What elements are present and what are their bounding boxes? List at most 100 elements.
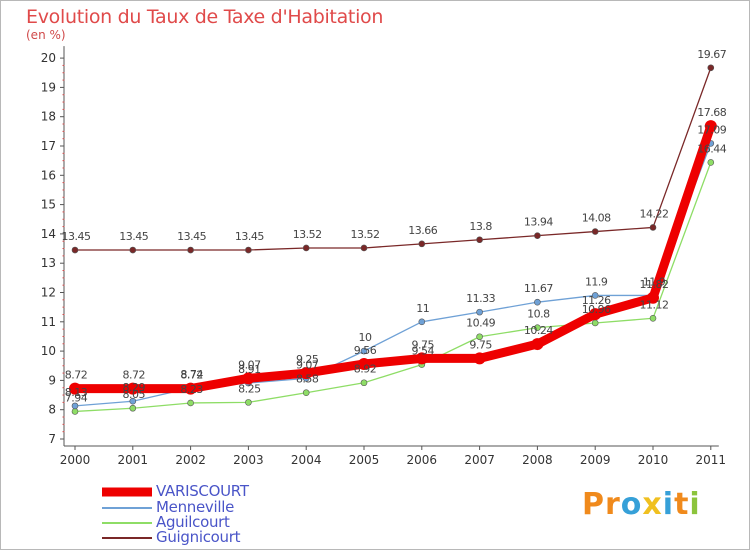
- data-point-aguilcourt: [302, 389, 310, 397]
- data-point-menneville: [591, 292, 599, 299]
- legend-label-variscourt: VARISCOURT: [156, 482, 249, 500]
- y-tick-label: 16: [41, 168, 56, 182]
- x-tick-label: 2011: [696, 453, 727, 467]
- data-label-aguilcourt: 11.12: [640, 298, 669, 311]
- data-label-aguilcourt: 9.54: [412, 345, 435, 358]
- x-tick-label: 2005: [349, 453, 380, 467]
- data-label-menneville: 11.9: [585, 275, 608, 288]
- data-label-variscourt: 11.82: [640, 278, 669, 291]
- data-point-aguilcourt: [360, 379, 368, 387]
- data-label-aguilcourt: 8.23: [180, 383, 203, 396]
- chart-unit: (en %): [26, 28, 66, 42]
- data-point-guignicourt: [591, 228, 599, 235]
- data-label-menneville: 8.74: [180, 368, 203, 381]
- data-point-guignicourt: [129, 246, 137, 254]
- data-label-variscourt: 17.68: [697, 106, 726, 119]
- data-point-variscourt: [242, 372, 255, 385]
- data-point-menneville: [476, 308, 483, 316]
- y-tick-label: 7: [48, 432, 56, 446]
- chart-title: Evolution du Taux de Taxe d'Habitation: [26, 6, 384, 28]
- y-tick-label: 13: [41, 256, 56, 270]
- data-label-menneville: 11: [416, 302, 429, 315]
- legend-label-guignicourt: Guignicourt: [156, 528, 241, 546]
- x-tick-label: 2000: [60, 453, 91, 467]
- y-tick-label: 19: [41, 80, 56, 94]
- x-tick-label: 2007: [464, 453, 495, 467]
- data-label-variscourt: 9.07: [238, 358, 261, 371]
- data-point-guignicourt: [245, 246, 252, 254]
- data-label-guignicourt: 13.8: [469, 220, 492, 233]
- data-point-aguilcourt: [534, 324, 541, 331]
- data-label-guignicourt: 13.66: [408, 224, 437, 237]
- data-point-guignicourt: [418, 240, 426, 248]
- x-tick-label: 2006: [407, 453, 438, 467]
- data-point-variscourt: [358, 357, 370, 370]
- data-label-guignicourt: 13.52: [293, 228, 322, 241]
- logo-letter: t: [674, 487, 690, 522]
- y-tick-label: 18: [41, 110, 56, 124]
- data-label-variscourt: 11.26: [582, 294, 611, 307]
- y-tick-label: 11: [41, 315, 56, 329]
- data-label-menneville: 8.29: [123, 381, 146, 394]
- data-label-guignicourt: 14.22: [640, 207, 669, 220]
- data-point-aguilcourt: [591, 319, 599, 327]
- data-label-guignicourt: 13.45: [119, 230, 148, 243]
- data-point-variscourt: [473, 352, 486, 365]
- data-point-guignicourt: [649, 224, 657, 231]
- x-tick-label: 2001: [118, 453, 149, 467]
- data-label-variscourt: 9.75: [412, 338, 435, 351]
- y-tick-label: 10: [41, 344, 56, 358]
- data-point-variscourt: [415, 352, 428, 365]
- x-tick-label: 2010: [638, 453, 669, 467]
- x-tick-label: 2003: [233, 453, 264, 467]
- legend-label-menneville: Menneville: [156, 498, 235, 516]
- data-label-variscourt: 9.75: [469, 338, 492, 351]
- data-label-menneville: 17.09: [697, 123, 726, 136]
- data-point-guignicourt: [360, 244, 368, 252]
- data-label-guignicourt: 13.94: [524, 216, 553, 229]
- data-point-menneville: [129, 397, 137, 405]
- data-label-aguilcourt: 10.8: [527, 308, 550, 321]
- data-point-aguilcourt: [129, 404, 137, 412]
- data-point-variscourt: [704, 120, 717, 133]
- series-line-menneville: [74, 142, 712, 407]
- y-tick-label: 8: [48, 403, 56, 417]
- data-point-aguilcourt: [707, 159, 715, 166]
- data-point-aguilcourt: [649, 314, 657, 322]
- x-tick-label: 2008: [522, 453, 553, 467]
- data-point-aguilcourt: [476, 333, 483, 341]
- series-line-variscourt: [70, 121, 716, 394]
- data-point-variscourt: [184, 382, 197, 395]
- logo-letter: x: [642, 487, 663, 522]
- data-label-aguilcourt: 10.49: [466, 317, 495, 330]
- data-label-variscourt: 9.25: [296, 353, 319, 366]
- data-label-menneville: 9.07: [296, 358, 319, 371]
- data-label-aguilcourt: 8.92: [354, 363, 377, 376]
- data-label-guignicourt: 19.67: [697, 48, 726, 61]
- data-label-variscourt: 8.72: [180, 369, 203, 382]
- x-tick-label: 2009: [580, 453, 611, 467]
- data-point-guignicourt: [71, 246, 79, 254]
- data-label-menneville: 11.67: [524, 282, 553, 295]
- logo-letter: o: [620, 487, 643, 522]
- series-line-aguilcourt: [74, 161, 712, 413]
- data-label-guignicourt: 13.52: [351, 228, 380, 241]
- y-tick-label: 17: [41, 139, 56, 153]
- logo-letter: i: [689, 487, 701, 522]
- x-tick-label: 2002: [175, 453, 206, 467]
- logo-letter: P: [582, 487, 605, 522]
- data-label-menneville: 11.33: [466, 292, 495, 305]
- data-label-menneville: 8.91: [238, 363, 261, 376]
- proxiti-logo: Proxiti: [582, 487, 701, 522]
- data-point-variscourt: [126, 382, 139, 395]
- data-label-variscourt: 10.24: [524, 324, 553, 337]
- y-tick-label: 12: [41, 286, 56, 300]
- data-point-variscourt: [69, 382, 81, 395]
- data-point-aguilcourt: [187, 399, 194, 407]
- data-label-aguilcourt: 7.94: [65, 391, 88, 404]
- data-label-variscourt: 8.72: [65, 369, 88, 382]
- data-point-guignicourt: [187, 246, 194, 254]
- y-tick-label: 9: [48, 373, 56, 387]
- data-label-aguilcourt: 8.25: [238, 382, 261, 395]
